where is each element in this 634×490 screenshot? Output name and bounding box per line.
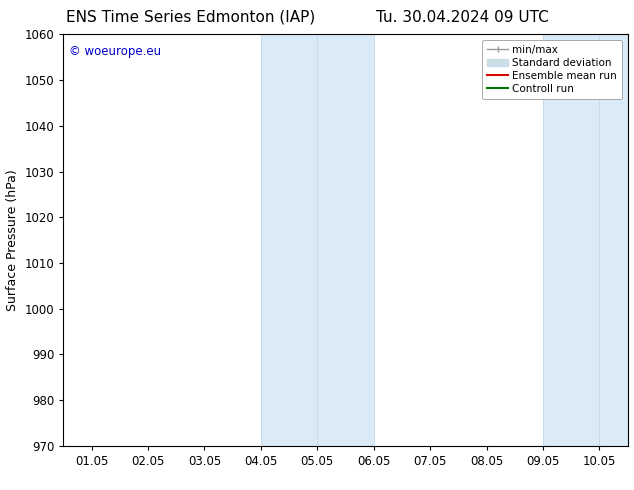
Title: ENS Time Series Edmonton (IAP)      Tu. 30.04.2024 09 UTC: ENS Time Series Edmonton (IAP) Tu. 30.04… xyxy=(0,489,1,490)
Bar xyxy=(543,34,628,446)
Y-axis label: Surface Pressure (hPa): Surface Pressure (hPa) xyxy=(6,169,19,311)
Text: © woeurope.eu: © woeurope.eu xyxy=(69,45,161,58)
Text: ENS Time Series Edmonton (IAP): ENS Time Series Edmonton (IAP) xyxy=(65,10,315,24)
Bar xyxy=(261,34,374,446)
Text: Tu. 30.04.2024 09 UTC: Tu. 30.04.2024 09 UTC xyxy=(377,10,549,24)
Legend: min/max, Standard deviation, Ensemble mean run, Controll run: min/max, Standard deviation, Ensemble me… xyxy=(482,40,623,99)
